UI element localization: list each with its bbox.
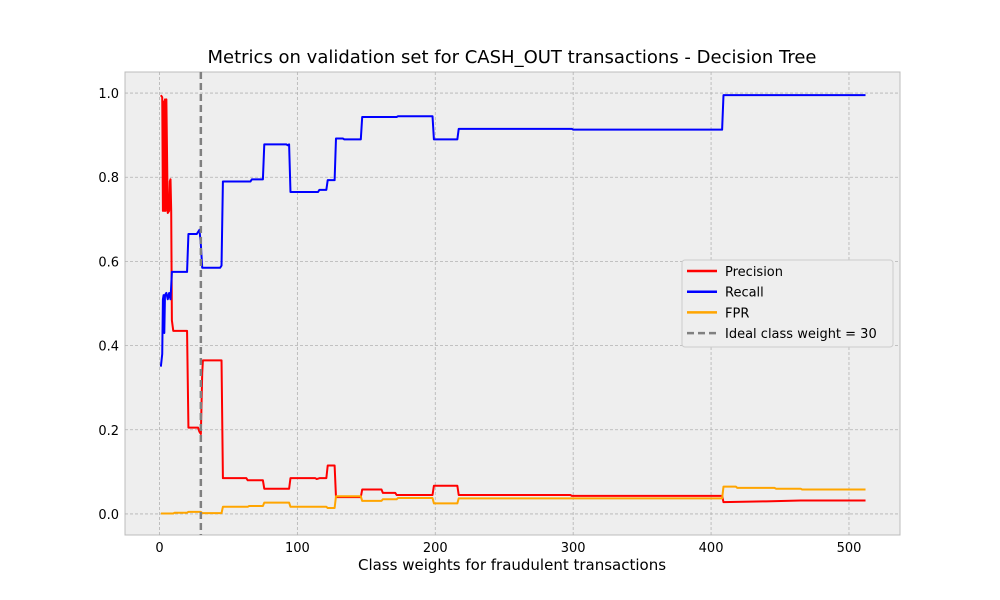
x-tick-label: 500: [837, 541, 862, 556]
x-tick-label: 0: [155, 541, 163, 556]
precision-line: [160, 94, 866, 504]
x-axis-label: Class weights for fraudulent transaction…: [358, 556, 666, 574]
legend-label-fpr: FPR: [725, 306, 749, 321]
legend-label-recall: Recall: [725, 286, 764, 301]
chart-title: Metrics on validation set for CASH_OUT t…: [207, 47, 816, 68]
recall-line: [159, 94, 866, 367]
legend-label-precision: Precision: [725, 265, 783, 280]
axis-ticks: 0 100 200 300 400 500 0.0 0.2 0.4 0.6 0.8 1.0: [98, 87, 861, 556]
x-tick-label: 100: [285, 541, 310, 556]
y-tick-label: 0.0: [98, 508, 119, 523]
y-tick-label: 0.8: [98, 171, 119, 186]
x-tick-label: 200: [423, 541, 448, 556]
y-tick-label: 0.6: [98, 255, 119, 270]
x-tick-label: 300: [561, 541, 586, 556]
x-tick-label: 400: [699, 541, 724, 556]
y-tick-label: 0.2: [98, 424, 119, 439]
legend: Precision Recall FPR Ideal class weight = 3…: [681, 259, 894, 348]
y-tick-label: 0.4: [98, 340, 119, 355]
fpr-line: [160, 485, 866, 515]
series-layer: [159, 72, 866, 535]
y-tick-label: 1.0: [98, 87, 119, 102]
legend-box: [681, 259, 894, 348]
legend-label-ideal-class-weight-30: Ideal class weight = 30: [725, 327, 877, 342]
